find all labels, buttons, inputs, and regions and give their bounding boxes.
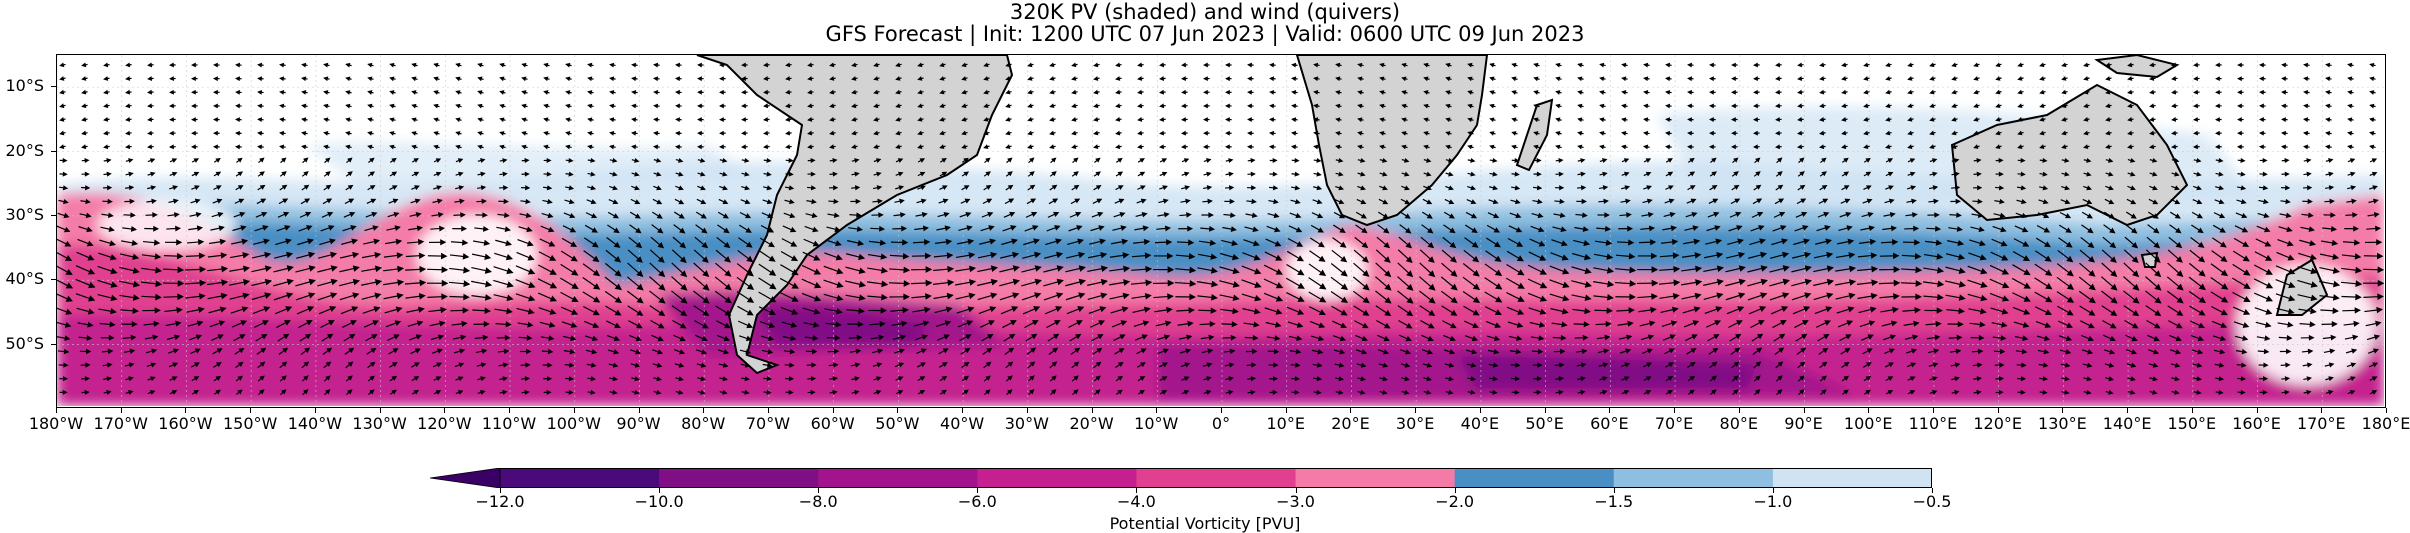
map-subtitle: GFS Forecast | Init: 1200 UTC 07 Jun 202… — [0, 22, 2410, 46]
pv-map-panel — [56, 54, 2386, 408]
map-title: 320K PV (shaded) and wind (quivers) — [0, 0, 2410, 24]
tasmania-landmass — [2142, 253, 2157, 267]
